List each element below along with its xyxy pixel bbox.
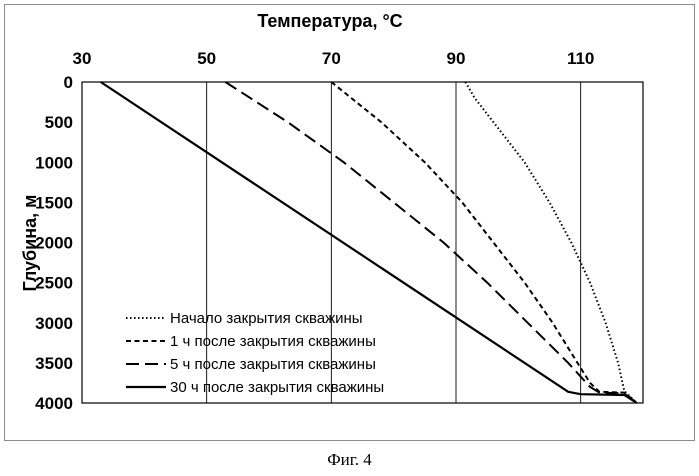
x-tick-label: 50 [197,49,216,68]
y-tick-label: 2000 [35,234,73,253]
chart-frame [4,4,695,441]
series-line-2 [330,81,638,404]
y-tick-label: 4000 [35,394,73,413]
legend: Начало закрытия скважины 1 ч после закрыт… [126,310,384,396]
x-tick-label: 110 [567,49,594,68]
y-tick-label: 2500 [35,274,73,293]
series-line-1 [464,81,638,404]
legend-entry: 5 ч после закрытия скважины [170,356,376,373]
x-tick-label: 30 [73,49,92,68]
y-tick-label: 1500 [35,193,73,212]
y-tick-label: 0 [64,73,73,92]
y-tick-label: 500 [45,113,73,132]
figure-caption: Фиг. 4 [327,450,372,469]
series-line-4 [100,81,638,404]
y-tick-label: 3000 [35,314,73,333]
legend-entry: 1 ч после закрытия скважины [170,333,376,350]
y-tick-label: 3500 [35,354,73,373]
legend-entry: Начало закрытия скважины [170,310,363,327]
y-axis-title: Глубина, м [20,195,40,292]
plot-area [81,81,644,404]
series-line-3 [224,81,638,404]
legend-entry: 30 ч после закрытия скважины [170,379,384,396]
x-tick-label: 90 [447,49,466,68]
y-tick-labels: 0 500 1000 1500 2000 2500 3000 3500 4000 [35,73,73,413]
series-layer [100,81,638,404]
grid-lines [81,82,582,403]
y-tick-label: 1000 [35,153,73,172]
x-axis-title: Температура, °C [257,11,402,31]
x-tick-labels: 30 50 70 90 110 [73,49,595,68]
x-tick-label: 70 [322,49,341,68]
